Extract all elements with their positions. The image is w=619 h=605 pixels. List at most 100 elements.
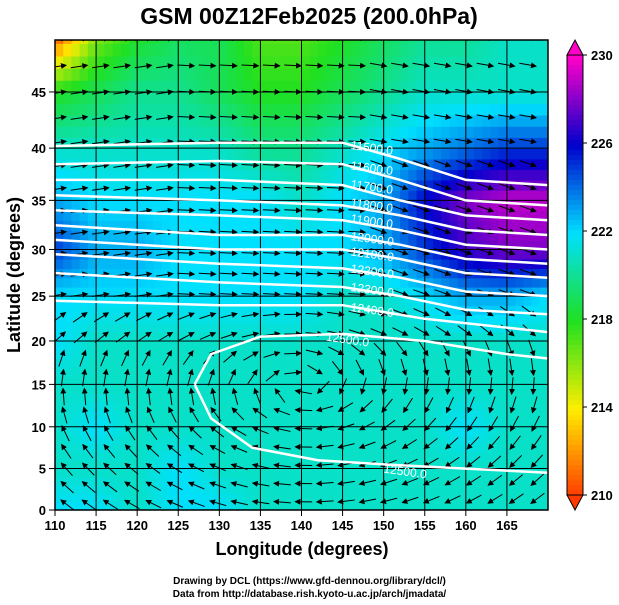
temperature-cell	[424, 68, 434, 81]
temperature-cell	[391, 277, 401, 288]
temperature-cell	[112, 169, 122, 181]
temperature-cell	[170, 501, 179, 510]
temperature-cell	[350, 137, 360, 149]
wind-arrow	[476, 62, 495, 69]
temperature-cell	[71, 493, 81, 503]
temperature-cell	[432, 179, 442, 191]
temperature-cell	[359, 358, 368, 368]
temperature-cell	[161, 210, 171, 221]
wind-arrow	[92, 229, 110, 236]
temperature-cell	[161, 114, 171, 127]
temperature-cell	[276, 80, 286, 93]
temperature-cell	[120, 305, 130, 315]
temperature-cell	[309, 409, 319, 419]
temperature-cell	[219, 179, 229, 191]
temperature-cell	[498, 501, 508, 510]
temperature-cell	[170, 258, 179, 269]
temperature-cell	[498, 392, 508, 403]
temperature-cell	[383, 158, 393, 171]
temperature-cell	[408, 277, 418, 288]
colorbar-tick-label: 210	[591, 488, 613, 503]
temperature-cell	[523, 249, 533, 260]
temperature-cell	[137, 401, 146, 411]
temperature-cell	[375, 468, 385, 478]
temperature-cell	[539, 358, 548, 368]
temperature-cell	[55, 103, 64, 116]
height-contour-label: 11600.0	[350, 158, 394, 178]
wind-arrow	[445, 40, 452, 41]
temperature-cell	[170, 451, 179, 461]
temperature-cell	[178, 392, 188, 403]
temperature-cell	[219, 392, 229, 403]
temperature-cell	[227, 375, 237, 385]
y-tick-label: 30	[32, 242, 46, 257]
colorbar-segment	[567, 65, 583, 71]
temperature-cell	[465, 258, 475, 269]
wind-arrow	[488, 416, 499, 432]
temperature-cell	[260, 169, 270, 181]
temperature-cell	[531, 80, 541, 93]
temperature-cell	[55, 435, 64, 445]
temperature-cell	[309, 401, 319, 411]
temperature-cell	[539, 426, 548, 436]
temperature-cell	[457, 148, 467, 160]
temperature-cell	[531, 323, 541, 333]
wind-arrow	[487, 377, 494, 396]
temperature-cell	[96, 126, 105, 138]
wind-arrow	[273, 480, 291, 487]
temperature-cell	[71, 349, 81, 360]
temperature-cell	[227, 114, 237, 127]
temperature-cell	[63, 485, 73, 495]
temperature-cell	[293, 296, 303, 306]
temperature-cell	[186, 409, 196, 419]
temperature-cell	[153, 249, 163, 260]
temperature-cell	[268, 179, 278, 191]
temperature-cell	[457, 55, 467, 69]
temperature-cell	[170, 367, 179, 377]
temperature-cell	[285, 239, 294, 251]
temperature-cell	[293, 476, 303, 486]
wind-arrow	[81, 462, 95, 476]
temperature-cell	[243, 249, 253, 260]
temperature-cell	[457, 401, 467, 411]
temperature-cell	[515, 451, 524, 461]
wind-arrow	[199, 312, 217, 320]
wind-arrow	[82, 443, 94, 459]
temperature-cell	[194, 43, 204, 57]
temperature-cell	[367, 126, 377, 138]
temperature-cell	[79, 375, 89, 385]
height-contour-label: 12400.0	[350, 300, 395, 320]
temperature-cell	[128, 68, 138, 81]
temperature-cell	[260, 426, 270, 436]
temperature-cell	[96, 210, 105, 221]
temperature-cell	[153, 367, 163, 377]
wind-arrow	[412, 62, 431, 69]
temperature-cell	[71, 426, 81, 436]
temperature-cell	[449, 268, 459, 279]
x-tick-label: 160	[455, 518, 477, 533]
colorbar-segment	[567, 490, 583, 496]
temperature-cell	[219, 68, 229, 81]
temperature-cell	[400, 80, 409, 93]
temperature-cell	[235, 249, 245, 260]
wind-arrow	[113, 138, 132, 145]
height-contour-line	[55, 194, 548, 237]
temperature-cell	[120, 80, 130, 93]
temperature-cell	[350, 367, 360, 377]
temperature-cell	[416, 401, 426, 411]
temperature-cell	[334, 190, 344, 201]
colorbar-segment	[567, 120, 583, 126]
temperature-cell	[531, 435, 541, 445]
temperature-cell	[235, 418, 245, 428]
temperature-cell	[367, 179, 377, 191]
temperature-cell	[400, 148, 409, 160]
wind-arrow	[178, 312, 195, 320]
temperature-cell	[293, 401, 303, 411]
temperature-cell	[523, 418, 533, 428]
wind-arrow	[434, 268, 452, 277]
wind-arrow	[487, 474, 503, 486]
temperature-cell	[457, 103, 467, 116]
temperature-cell	[416, 323, 426, 333]
temperature-cell	[490, 158, 500, 171]
temperature-cell	[268, 40, 278, 44]
